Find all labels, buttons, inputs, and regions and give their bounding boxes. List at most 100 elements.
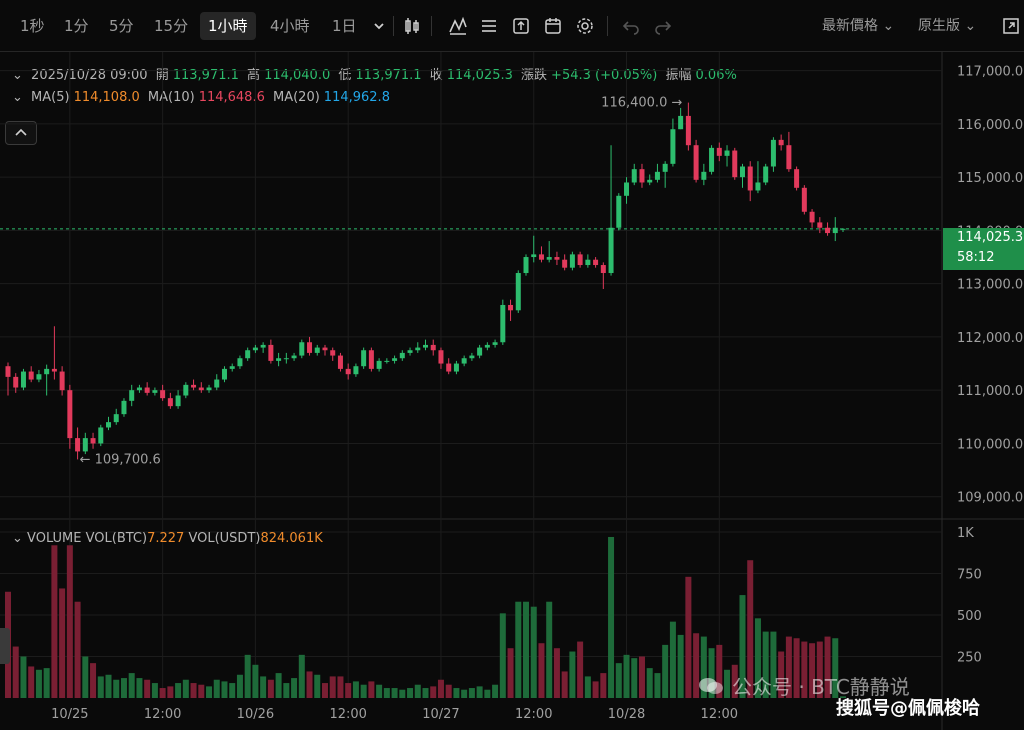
- candle-body: [747, 166, 753, 191]
- volume-bar: [747, 560, 754, 698]
- change-value: +54.3 (+0.05%): [551, 68, 658, 83]
- watermark: 公众号 · BTC静静说: [732, 675, 910, 699]
- candle-body: [778, 139, 784, 146]
- version-select[interactable]: 原生版 ⌄: [918, 12, 976, 40]
- candle-body: [732, 150, 738, 178]
- candle-body: [67, 390, 73, 439]
- candle-body: [337, 355, 343, 369]
- timeframe-4h[interactable]: 4小時: [270, 17, 310, 35]
- volume-bar: [345, 683, 352, 698]
- timeframe-15m[interactable]: 15分: [154, 17, 189, 35]
- chevron-down-icon[interactable]: ⌄: [12, 531, 23, 546]
- candle-body: [801, 187, 807, 212]
- candle-body: [361, 350, 367, 367]
- candle-body: [384, 360, 390, 362]
- volume-bar: [190, 683, 197, 698]
- volume-bar: [321, 683, 328, 698]
- price-chart[interactable]: 117,000.0116,000.0115,000.0114,000.0113,…: [0, 52, 1024, 730]
- collapse-legend-button[interactable]: [5, 121, 37, 145]
- timeframe-1m[interactable]: 1分: [64, 17, 89, 35]
- price-tick-label: 109,000.0: [957, 491, 1023, 506]
- vol-usdt-value: 824.061K: [260, 531, 323, 546]
- volume-bar: [654, 673, 661, 698]
- high-label: 高: [247, 68, 261, 83]
- ma20-label: MA(20): [273, 90, 320, 105]
- candle-body: [484, 344, 490, 348]
- candle-body: [515, 273, 521, 311]
- candle-type-icon[interactable]: [399, 12, 425, 40]
- volume-bar: [816, 641, 823, 698]
- timeframe-1s[interactable]: 1秒: [20, 17, 45, 35]
- candle-countdown: 58:12: [957, 250, 995, 265]
- candle-body: [794, 169, 800, 188]
- timeframe-1h[interactable]: 1小時: [200, 12, 256, 40]
- volume-label: VOLUME: [27, 531, 82, 546]
- candle-body: [376, 360, 382, 369]
- candle-body: [307, 342, 313, 353]
- volume-bar: [569, 651, 576, 698]
- watermark-2: 搜狐号@佩佩梭哈: [836, 698, 980, 719]
- candle-body: [90, 438, 96, 444]
- price-tick-label: 115,000.0: [957, 171, 1023, 186]
- draw-icon[interactable]: [476, 12, 502, 40]
- replay-icon[interactable]: [508, 12, 534, 40]
- candle-body: [701, 171, 707, 180]
- chevron-down-icon[interactable]: ⌄: [12, 90, 23, 105]
- candle-body: [191, 384, 197, 388]
- timeframe-5m[interactable]: 5分: [109, 17, 134, 35]
- calendar-icon[interactable]: [540, 12, 566, 40]
- volume-tick-label: 1K: [957, 526, 974, 541]
- candle-body: [82, 438, 88, 452]
- ma-row: ⌄ MA(5) 114,108.0 MA(10) 114,648.6 MA(20) 1…: [12, 90, 394, 105]
- candle-body: [183, 384, 189, 396]
- settings-icon[interactable]: [572, 12, 598, 40]
- undo-icon[interactable]: [618, 12, 644, 40]
- volume-bar: [267, 679, 274, 698]
- low-value: 113,971.1: [355, 68, 422, 83]
- candle-body: [198, 387, 204, 391]
- volume-bar: [151, 683, 158, 698]
- volume-bar: [376, 684, 383, 698]
- candle-body: [585, 259, 591, 266]
- redo-icon[interactable]: [650, 12, 676, 40]
- volume-legend: ⌄ VOLUME VOL(BTC)7.227 VOL(USDT)824.061K: [12, 531, 323, 546]
- candle-body: [330, 350, 336, 356]
- price-tick-label: 113,000.0: [957, 278, 1023, 293]
- candle-body: [113, 414, 119, 423]
- volume-bar: [499, 613, 506, 698]
- candle-body: [670, 129, 676, 164]
- candle-body: [144, 387, 150, 393]
- chevron-down-icon: ⌄: [882, 18, 895, 34]
- candle-body: [51, 368, 57, 372]
- chevron-down-icon[interactable]: ⌄: [12, 68, 23, 83]
- expand-panel-handle[interactable]: [0, 628, 10, 664]
- volume-bar: [584, 676, 591, 698]
- volume-bar: [592, 681, 599, 698]
- candle-body: [500, 304, 506, 343]
- volume-bar: [530, 606, 537, 698]
- volume-bar: [669, 621, 676, 698]
- candle-body: [453, 363, 459, 372]
- candle-body: [283, 358, 289, 360]
- price-type-select[interactable]: 最新價格 ⌄: [822, 12, 894, 40]
- candle-body: [446, 363, 452, 372]
- chevron-down-icon[interactable]: [366, 12, 392, 40]
- volume-bar: [360, 684, 367, 698]
- volume-bar: [236, 674, 243, 698]
- fullscreen-icon[interactable]: [998, 12, 1024, 40]
- volume-bar: [182, 679, 189, 698]
- time-tick-label: 12:00: [515, 707, 552, 722]
- volume-bar: [824, 636, 831, 698]
- volume-bar: [507, 648, 514, 698]
- volume-bar: [461, 689, 468, 698]
- version-label: 原生版: [918, 18, 960, 34]
- close-value: 114,025.3: [446, 68, 513, 83]
- volume-bar: [577, 641, 584, 698]
- timeframe-1d[interactable]: 1日: [332, 17, 357, 35]
- candle-body: [106, 422, 112, 428]
- indicator-icon[interactable]: [445, 12, 471, 40]
- volume-bar: [561, 671, 568, 698]
- toolbar: 1秒 1分 5分 15分 1小時 4小時 1日 最新價格 ⌄ 原生版 ⌄: [0, 0, 1024, 52]
- candle-body: [531, 254, 537, 258]
- volume-bar: [291, 678, 298, 698]
